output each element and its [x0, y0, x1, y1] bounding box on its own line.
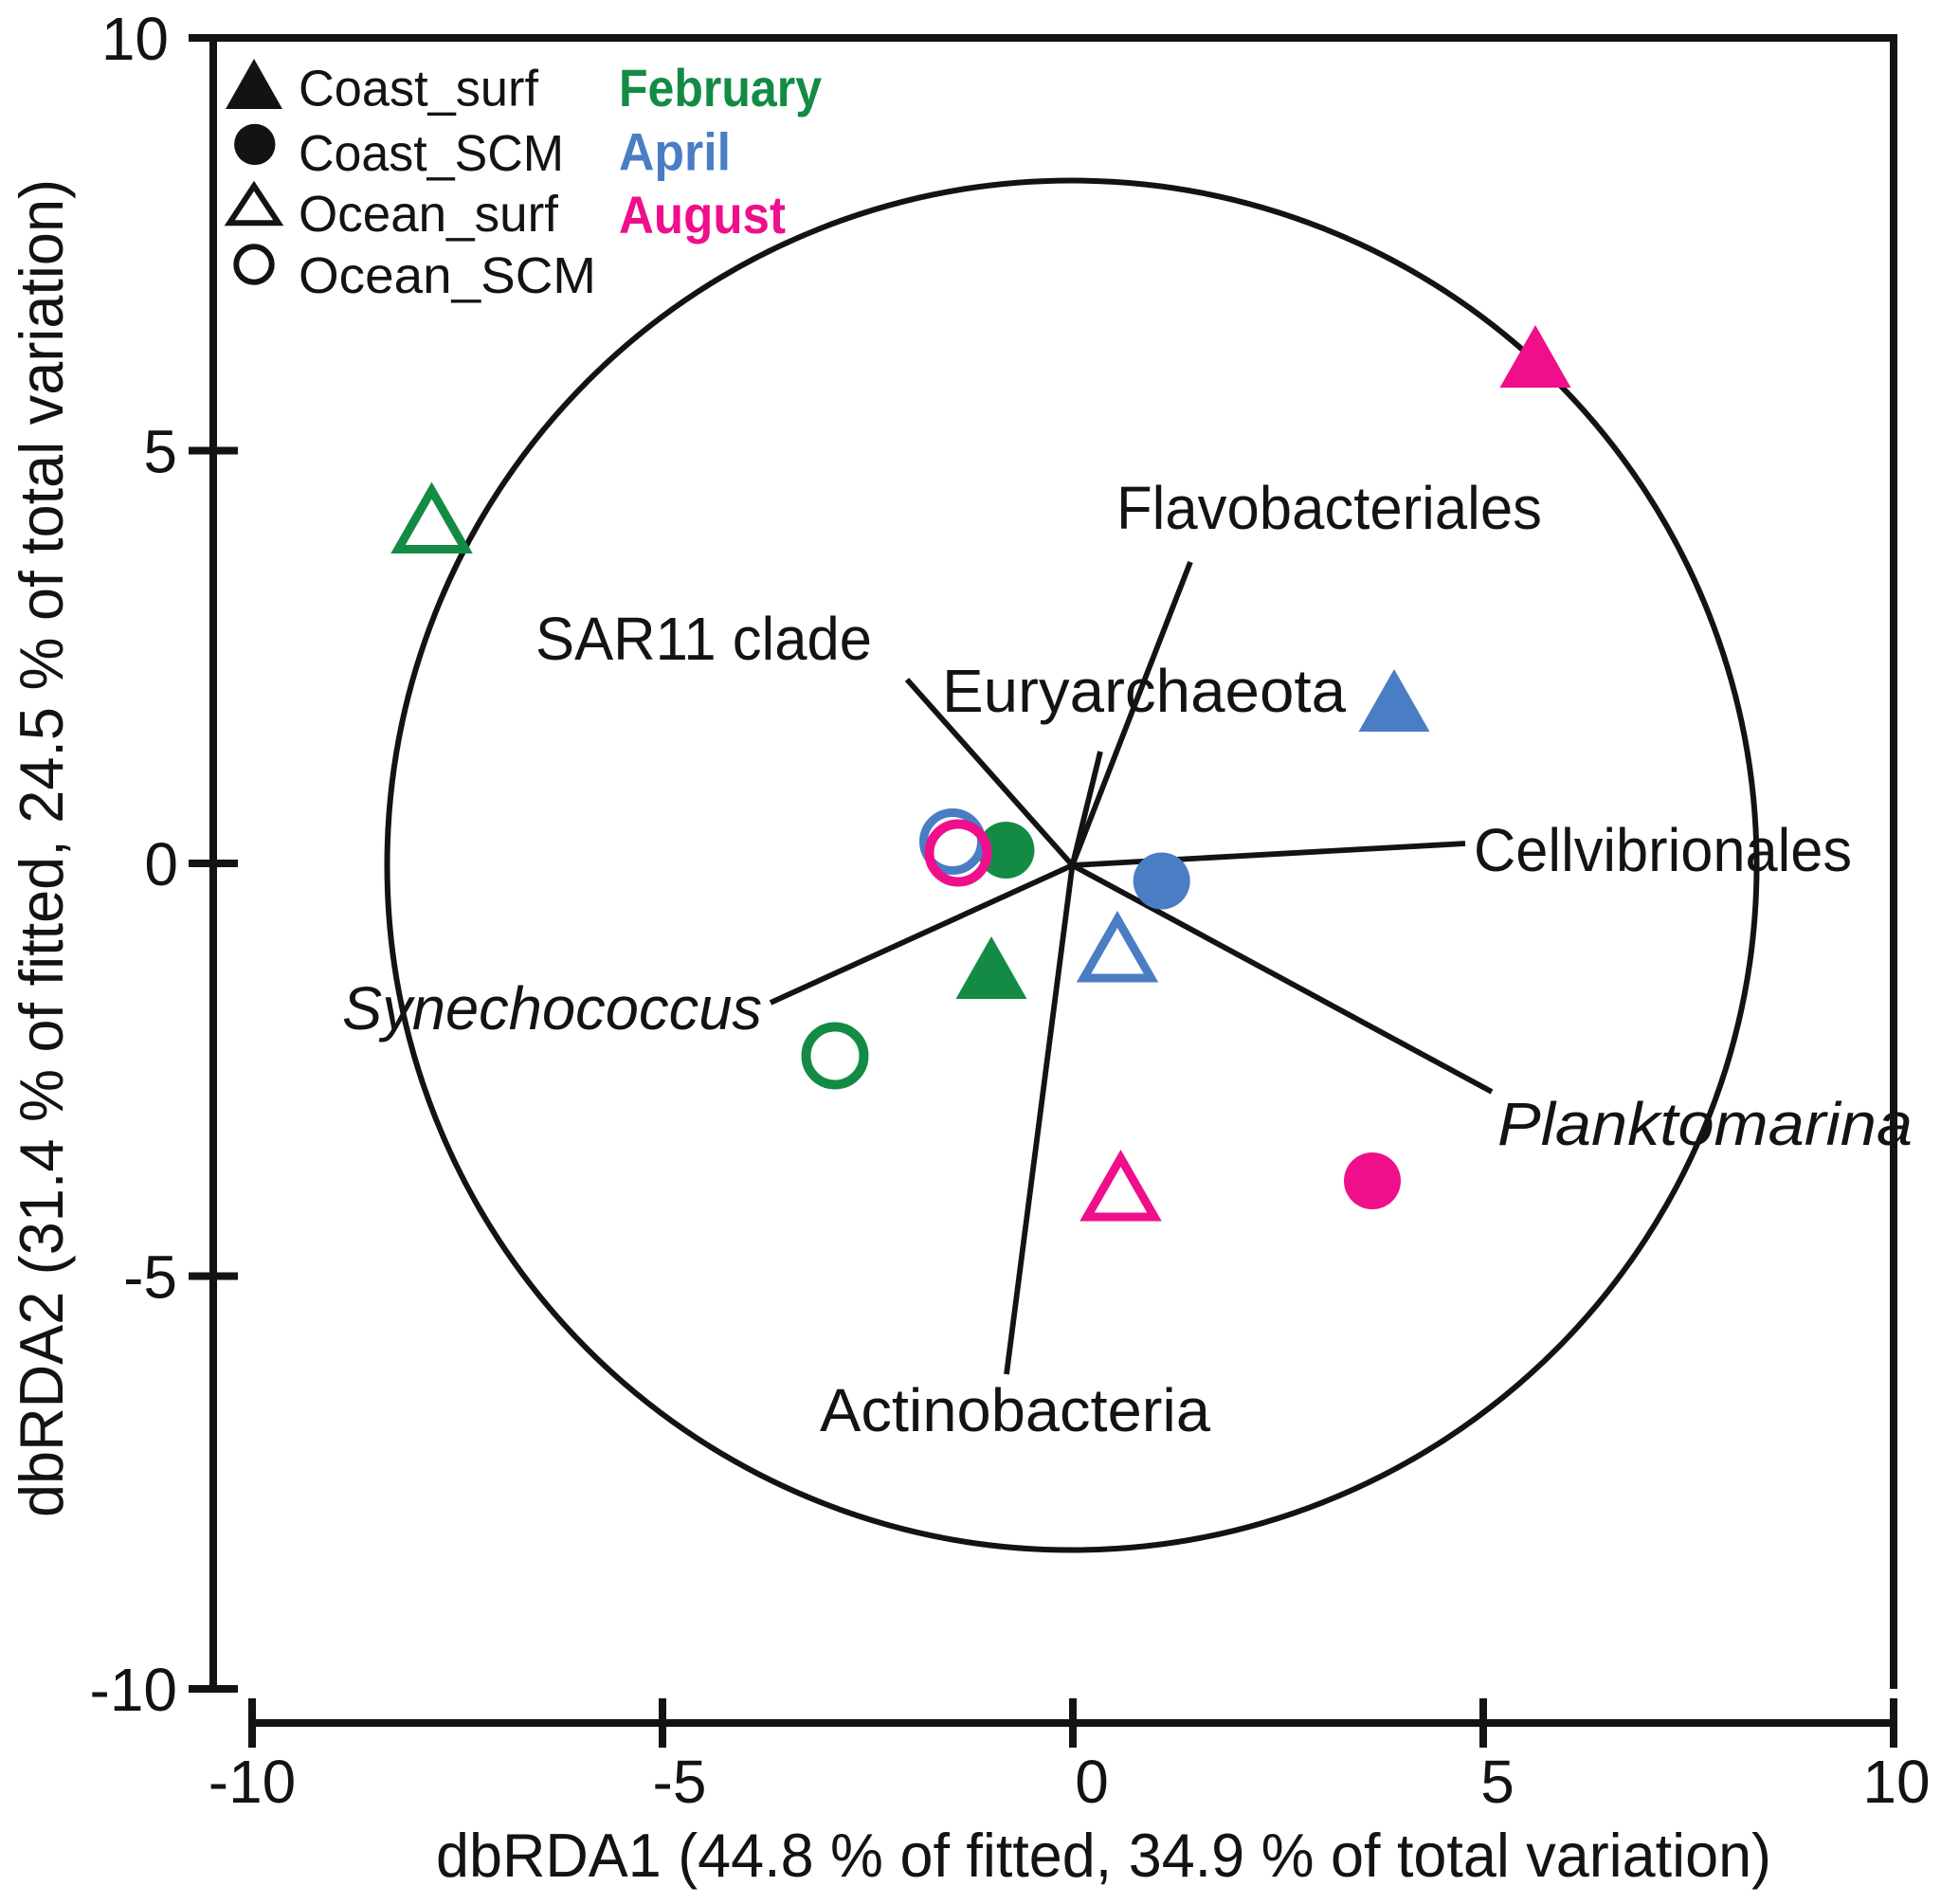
- svg-text:dbRDA2 (31.4 % of fitted, 24.5: dbRDA2 (31.4 % of fitted, 24.5 % of tota…: [7, 179, 76, 1517]
- svg-text:dbRDA1 (44.8 % of fitted, 34.9: dbRDA1 (44.8 % of fitted, 34.9 % of tota…: [436, 1821, 1771, 1890]
- svg-text:Synechococcus: Synechococcus: [342, 974, 762, 1043]
- svg-text:Planktomarina: Planktomarina: [1497, 1090, 1913, 1158]
- svg-text:April: April: [619, 122, 731, 182]
- svg-text:-10: -10: [209, 1748, 297, 1816]
- svg-text:Cellvibrionales: Cellvibrionales: [1474, 816, 1852, 884]
- svg-text:5: 5: [143, 418, 177, 486]
- svg-text:Coast_SCM: Coast_SCM: [299, 125, 564, 182]
- svg-text:0: 0: [1075, 1748, 1109, 1816]
- svg-text:-10: -10: [90, 1656, 178, 1724]
- svg-text:10: 10: [101, 5, 169, 73]
- svg-text:5: 5: [1480, 1748, 1515, 1816]
- svg-text:Euryarchaeota: Euryarchaeota: [942, 657, 1346, 725]
- svg-text:February: February: [619, 58, 822, 118]
- svg-text:Actinobacteria: Actinobacteria: [820, 1376, 1210, 1444]
- svg-text:10: 10: [1862, 1748, 1930, 1816]
- svg-text:August: August: [619, 185, 786, 245]
- svg-text:Ocean_surf: Ocean_surf: [299, 186, 559, 243]
- svg-text:-5: -5: [123, 1243, 177, 1312]
- svg-text:-5: -5: [653, 1748, 707, 1816]
- svg-text:Ocean_SCM: Ocean_SCM: [299, 247, 596, 304]
- svg-text:Coast_surf: Coast_surf: [299, 61, 539, 118]
- svg-text:Flavobacteriales: Flavobacteriales: [1116, 474, 1542, 542]
- svg-text:0: 0: [144, 830, 178, 898]
- svg-text:SAR11 clade: SAR11 clade: [535, 605, 872, 673]
